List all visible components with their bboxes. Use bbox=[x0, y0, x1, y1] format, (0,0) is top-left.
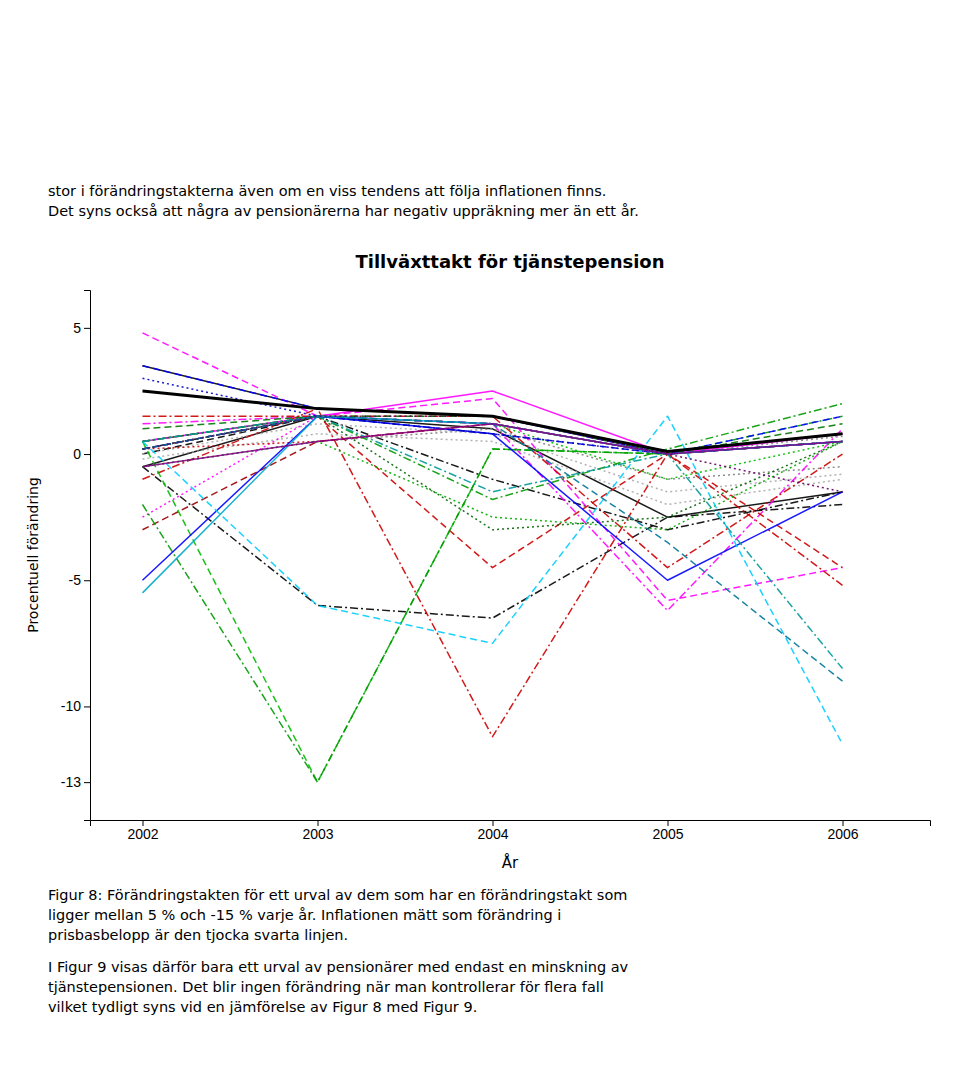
x-tick: 2005 bbox=[652, 820, 683, 842]
x-tick: 2004 bbox=[477, 820, 508, 842]
x-tick: 2006 bbox=[827, 820, 858, 842]
y-tick-mark bbox=[84, 454, 90, 455]
series-line bbox=[143, 333, 843, 601]
y-tick-label: 0 bbox=[73, 446, 81, 462]
x-tick-label: 2005 bbox=[652, 826, 683, 842]
x-tick-label: 2002 bbox=[127, 826, 158, 842]
lines bbox=[143, 333, 843, 782]
series-line bbox=[143, 409, 843, 737]
series-line bbox=[143, 416, 843, 668]
series-line bbox=[143, 441, 843, 782]
y-tick-mark bbox=[84, 782, 90, 783]
annotation-line: ligger mellan 5 % och -15 % varje år. In… bbox=[48, 907, 561, 923]
y-tick-mark bbox=[84, 328, 90, 329]
y-tick-label: 5 bbox=[73, 320, 81, 336]
y-tick: 5 bbox=[73, 320, 90, 336]
y-tick-label: -13 bbox=[61, 774, 81, 790]
series-line bbox=[143, 378, 843, 454]
series-line bbox=[143, 416, 843, 530]
title: Tillväxttakt för tjänstepension bbox=[355, 251, 664, 272]
series-line bbox=[143, 416, 843, 782]
annotation-line: prisbasbelopp är den tjocka svarta linje… bbox=[48, 927, 348, 943]
series-line bbox=[143, 441, 843, 529]
y-tick: -10 bbox=[61, 698, 90, 714]
annotation: stor i förändringstakterna även om en vi… bbox=[48, 183, 639, 219]
x-tick: 2003 bbox=[302, 820, 333, 842]
series-line bbox=[143, 416, 843, 744]
y-tick-mark bbox=[84, 706, 90, 707]
y-tick-label: -10 bbox=[61, 698, 81, 714]
annotation: Figur 8: Förändringstakten för ett urval… bbox=[48, 887, 627, 943]
x-axis-line bbox=[91, 821, 931, 827]
annotation: I Figur 9 visas därför bara ett urval av… bbox=[48, 959, 629, 1015]
y-axis: 5 0 -5 -10 -13 bbox=[61, 291, 91, 821]
series-line bbox=[143, 416, 843, 530]
y-tick: 0 bbox=[73, 446, 90, 462]
annotation-line: tjänstepensionen. Det blir ingen förändr… bbox=[48, 979, 604, 995]
x-tick: 2002 bbox=[127, 820, 158, 842]
annotation-line: vilket tydligt syns vid en jämförelse av… bbox=[48, 999, 477, 1015]
series-line bbox=[143, 416, 843, 593]
series-line bbox=[143, 391, 843, 454]
series-line bbox=[143, 416, 843, 492]
x-tick-label: 2004 bbox=[477, 826, 508, 842]
y-axis-title: Procentuell förändring bbox=[25, 477, 41, 633]
y-tick: -5 bbox=[69, 572, 90, 588]
series-line bbox=[143, 467, 843, 618]
annotation-line: Figur 8: Förändringstakten för ett urval… bbox=[48, 887, 627, 903]
x-axis: 2002 2003 2004 2005 2006 bbox=[91, 820, 931, 842]
series-line bbox=[143, 366, 843, 454]
annotation-line: I Figur 9 visas därför bara ett urval av… bbox=[48, 959, 629, 975]
y-tick-label: -5 bbox=[69, 572, 82, 588]
x-axis-title: År bbox=[502, 853, 519, 872]
y-tick: -13 bbox=[61, 774, 90, 790]
series-line bbox=[143, 416, 843, 580]
series-line bbox=[143, 391, 843, 452]
series-line bbox=[143, 416, 843, 681]
y-tick-mark bbox=[84, 580, 90, 581]
chart: 2002 2003 2004 2005 2006 5 0 -5 -10 -13 Tillväxtta… bbox=[0, 0, 960, 1068]
x-tick-label: 2003 bbox=[302, 826, 333, 842]
annotation-line: Det syns också att några av pensionärern… bbox=[48, 203, 639, 219]
y-axis-line bbox=[84, 291, 91, 821]
annotation-line: stor i förändringstakterna även om en vi… bbox=[48, 183, 606, 199]
x-tick-label: 2006 bbox=[827, 826, 858, 842]
series-line bbox=[143, 404, 843, 500]
